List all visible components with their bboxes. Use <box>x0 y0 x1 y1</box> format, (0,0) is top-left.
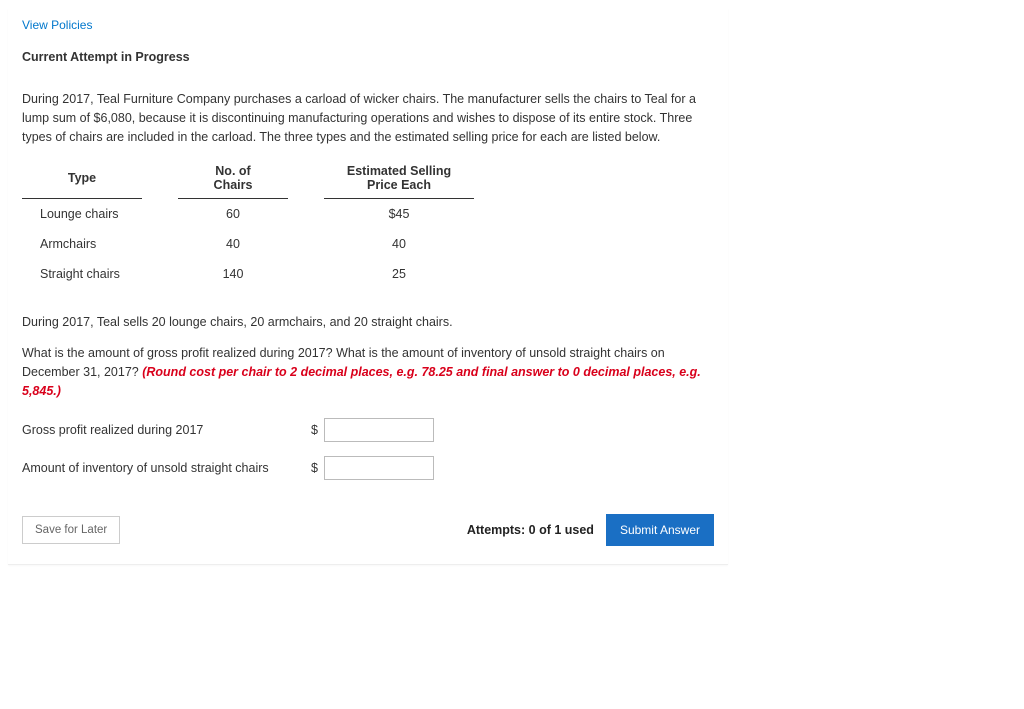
col-type: Type <box>22 158 142 199</box>
answer-label: Gross profit realized during 2017 <box>22 423 302 437</box>
problem-middle: During 2017, Teal sells 20 lounge chairs… <box>22 313 714 332</box>
cell-type: Armchairs <box>22 229 142 259</box>
cell-count: 40 <box>178 229 288 259</box>
problem-question: What is the amount of gross profit reali… <box>22 344 714 400</box>
gross-profit-input[interactable] <box>324 418 434 442</box>
cell-count: 60 <box>178 199 288 230</box>
footer: Save for Later Attempts: 0 of 1 used Sub… <box>8 500 728 564</box>
submit-answer-button[interactable]: Submit Answer <box>606 514 714 546</box>
attempt-heading: Current Attempt in Progress <box>22 48 714 72</box>
attempts-text: Attempts: 0 of 1 used <box>467 523 594 537</box>
answer-row: Gross profit realized during 2017 $ <box>22 418 714 442</box>
answers-block: Gross profit realized during 2017 $ Amou… <box>22 418 714 480</box>
question-panel: View Policies Current Attempt in Progres… <box>8 8 728 565</box>
currency-symbol: $ <box>302 461 318 475</box>
col-price: Estimated Selling Price Each <box>324 158 474 199</box>
problem-intro: During 2017, Teal Furniture Company purc… <box>22 90 714 146</box>
cell-type: Lounge chairs <box>22 199 142 230</box>
cell-count: 140 <box>178 259 288 289</box>
save-for-later-button[interactable]: Save for Later <box>22 516 120 544</box>
answer-row: Amount of inventory of unsold straight c… <box>22 456 714 480</box>
col-count: No. of Chairs <box>178 158 288 199</box>
currency-symbol: $ <box>302 423 318 437</box>
table-row: Straight chairs 140 25 <box>22 259 474 289</box>
view-policies-link[interactable]: View Policies <box>22 14 92 36</box>
chairs-table: Type No. of Chairs Estimated Selling Pri… <box>22 158 474 289</box>
cell-price: 40 <box>324 229 474 259</box>
cell-price: 25 <box>324 259 474 289</box>
table-row: Lounge chairs 60 $45 <box>22 199 474 230</box>
cell-price: $45 <box>324 199 474 230</box>
cell-type: Straight chairs <box>22 259 142 289</box>
inventory-input[interactable] <box>324 456 434 480</box>
answer-label: Amount of inventory of unsold straight c… <box>22 461 302 475</box>
table-row: Armchairs 40 40 <box>22 229 474 259</box>
